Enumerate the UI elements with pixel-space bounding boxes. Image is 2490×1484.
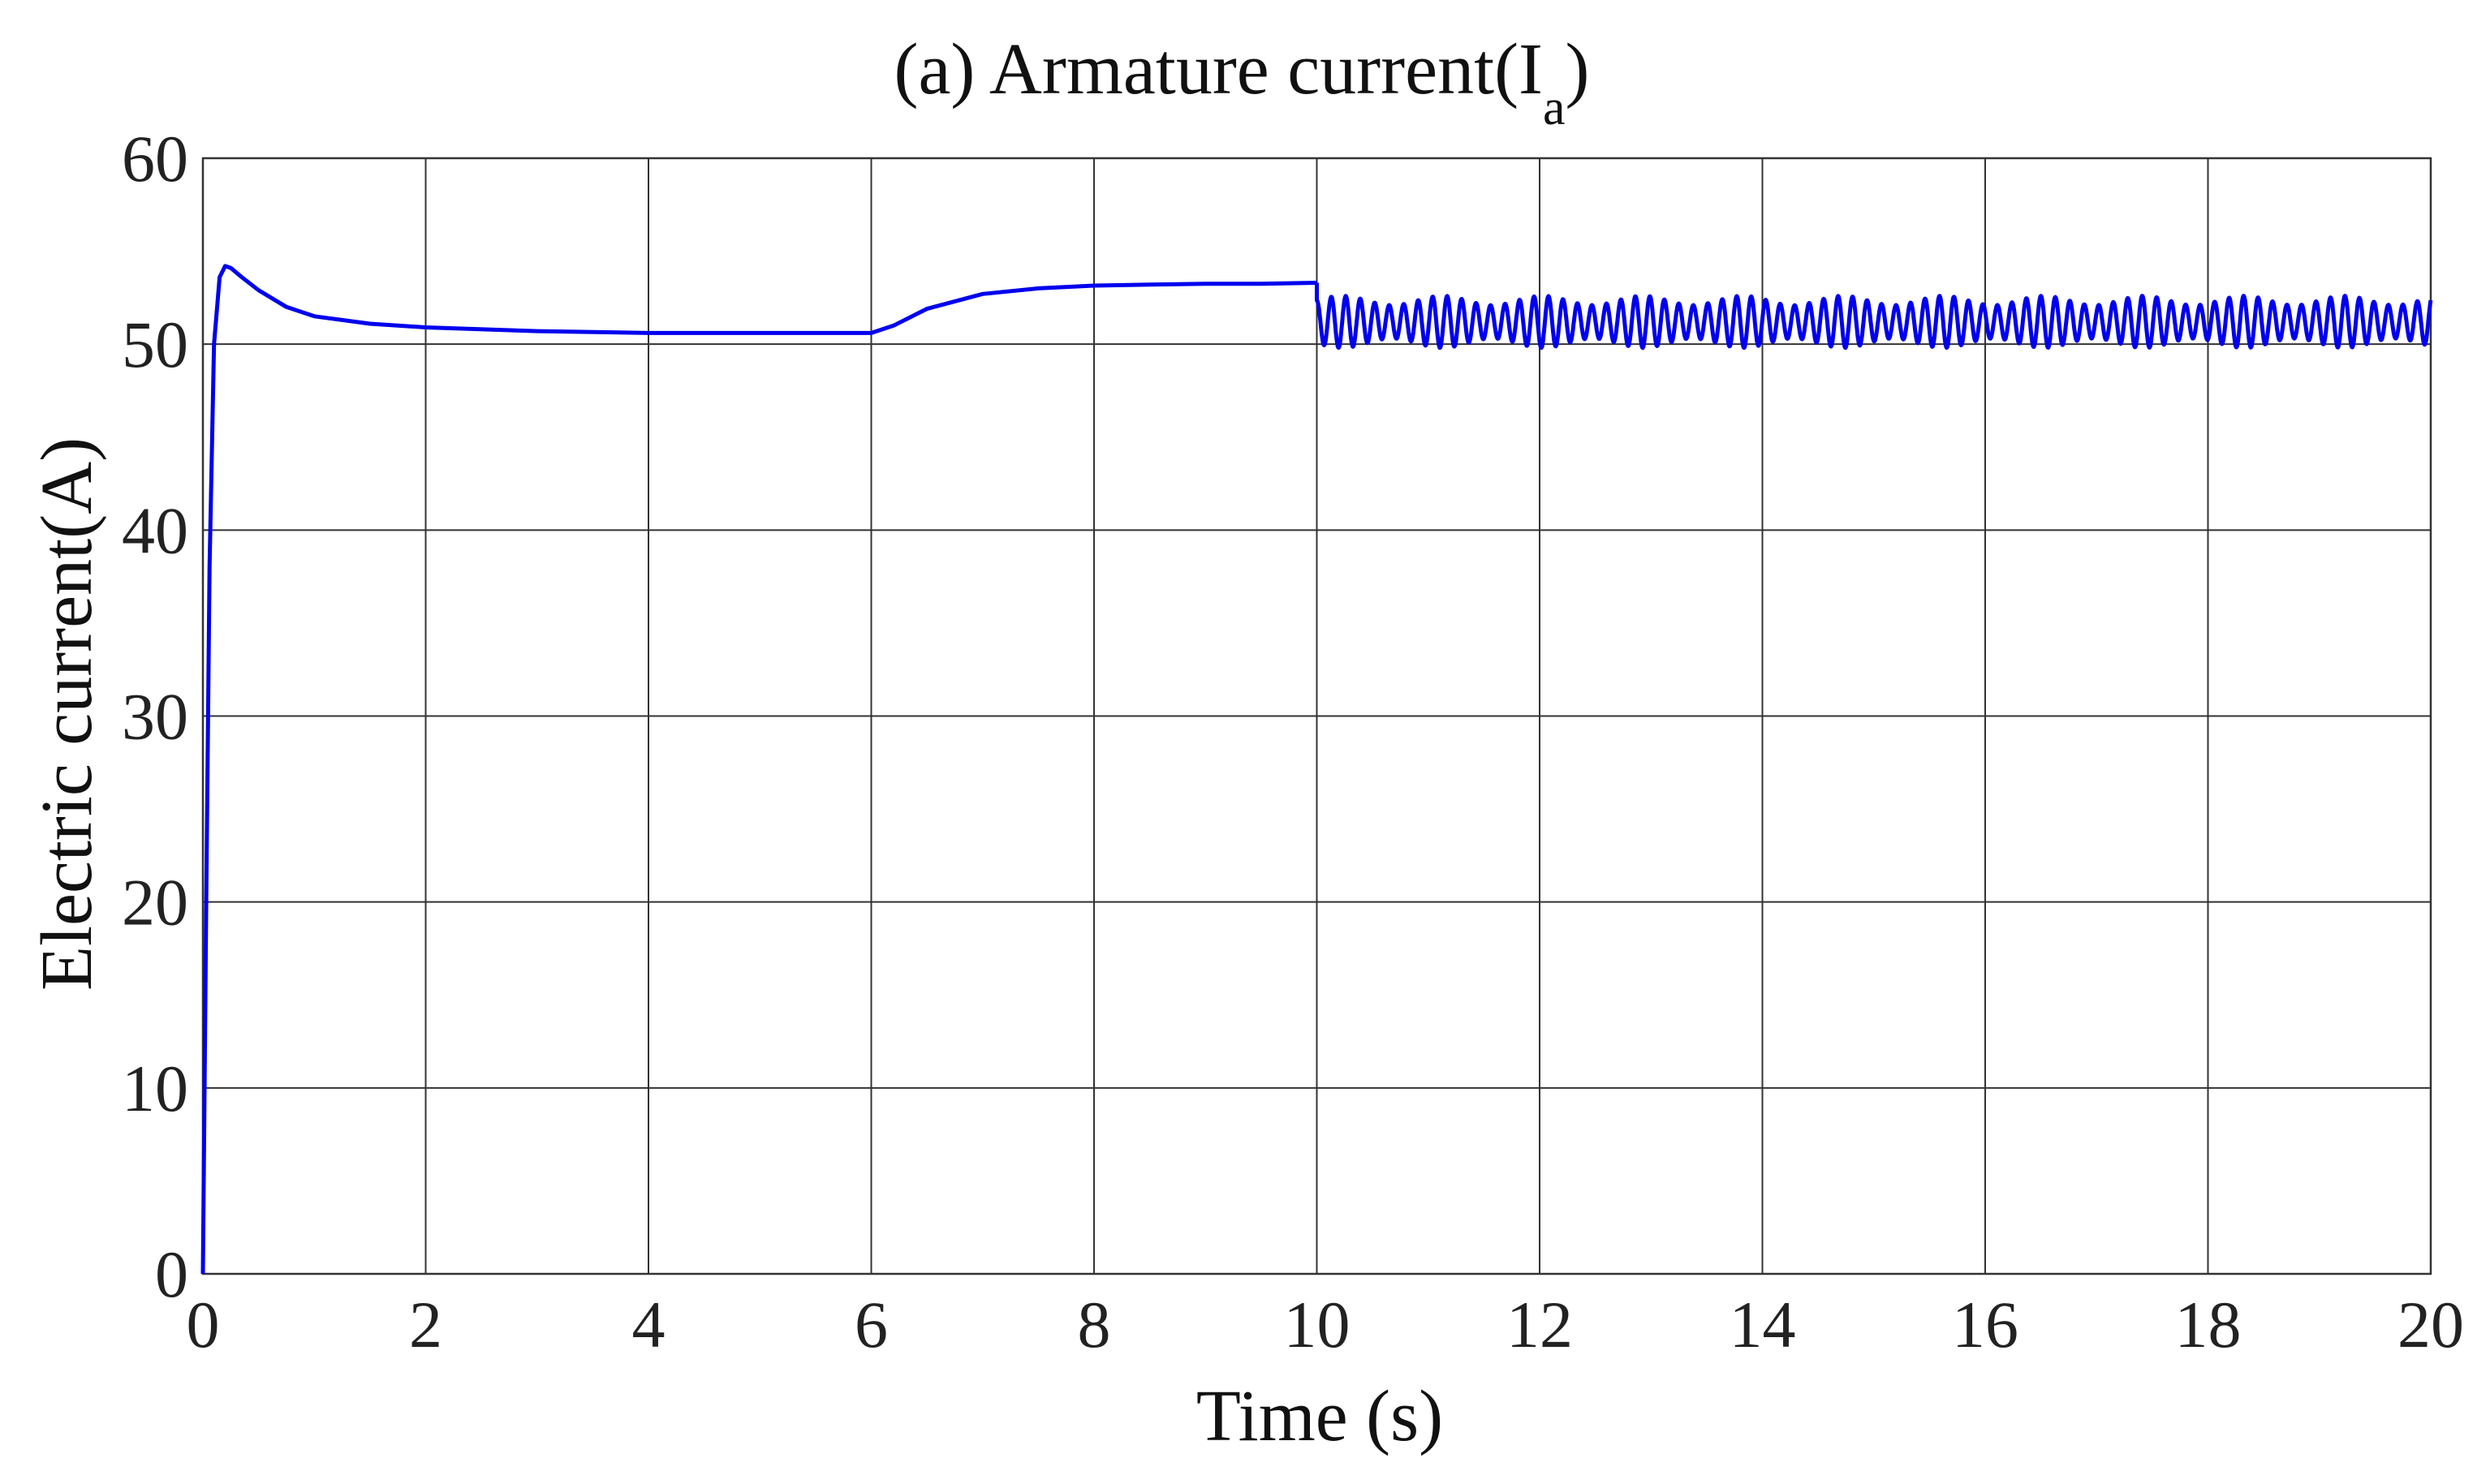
- series-group: [200, 264, 2433, 1275]
- y-tick-label: 30: [122, 680, 188, 754]
- x-tick-label: 18: [2175, 1288, 2242, 1361]
- chart-title-group: (a) Armature current(Ia): [894, 29, 1589, 135]
- x-tick-label: 2: [409, 1288, 442, 1361]
- x-tick-label: 10: [1284, 1288, 1351, 1361]
- x-tick-label: 14: [1730, 1288, 1796, 1361]
- series-line-transient: [200, 264, 1317, 1275]
- x-tick-label: 12: [1506, 1288, 1573, 1361]
- x-tick-label: 8: [1078, 1288, 1111, 1361]
- x-tick-label: 6: [855, 1288, 888, 1361]
- y-tick-labels: 0 10 20 30 40 50 60: [122, 122, 188, 1311]
- chart-title: (a) Armature current(Ia): [894, 29, 1589, 135]
- y-tick-label: 60: [122, 122, 188, 196]
- y-tick-label: 40: [122, 493, 188, 567]
- plot-frame: [201, 157, 2432, 1275]
- x-axis-label: Time (s): [1196, 1376, 1443, 1456]
- plot-frame-group: [201, 157, 2432, 1275]
- chart-title-main: (a) Armature current(I: [894, 29, 1543, 110]
- chart-title-suffix: ): [1566, 29, 1590, 110]
- x-tick-labels: 0 2 4 6 8 10 12 14 16 18 20: [187, 1288, 2465, 1361]
- y-axis-label: Electric current(A): [27, 437, 107, 991]
- x-tick-label: 16: [1952, 1288, 2018, 1361]
- x-tick-label: 0: [187, 1288, 220, 1361]
- y-tick-label: 50: [122, 308, 188, 381]
- x-tick-label: 20: [2397, 1288, 2464, 1361]
- y-tick-label: 10: [122, 1052, 188, 1125]
- y-tick-label: 0: [155, 1237, 188, 1311]
- series-line-oscillation: [1315, 282, 2433, 351]
- x-tick-label: 4: [632, 1288, 666, 1361]
- chart-title-subscript: a: [1543, 80, 1566, 135]
- y-tick-label: 20: [122, 866, 188, 940]
